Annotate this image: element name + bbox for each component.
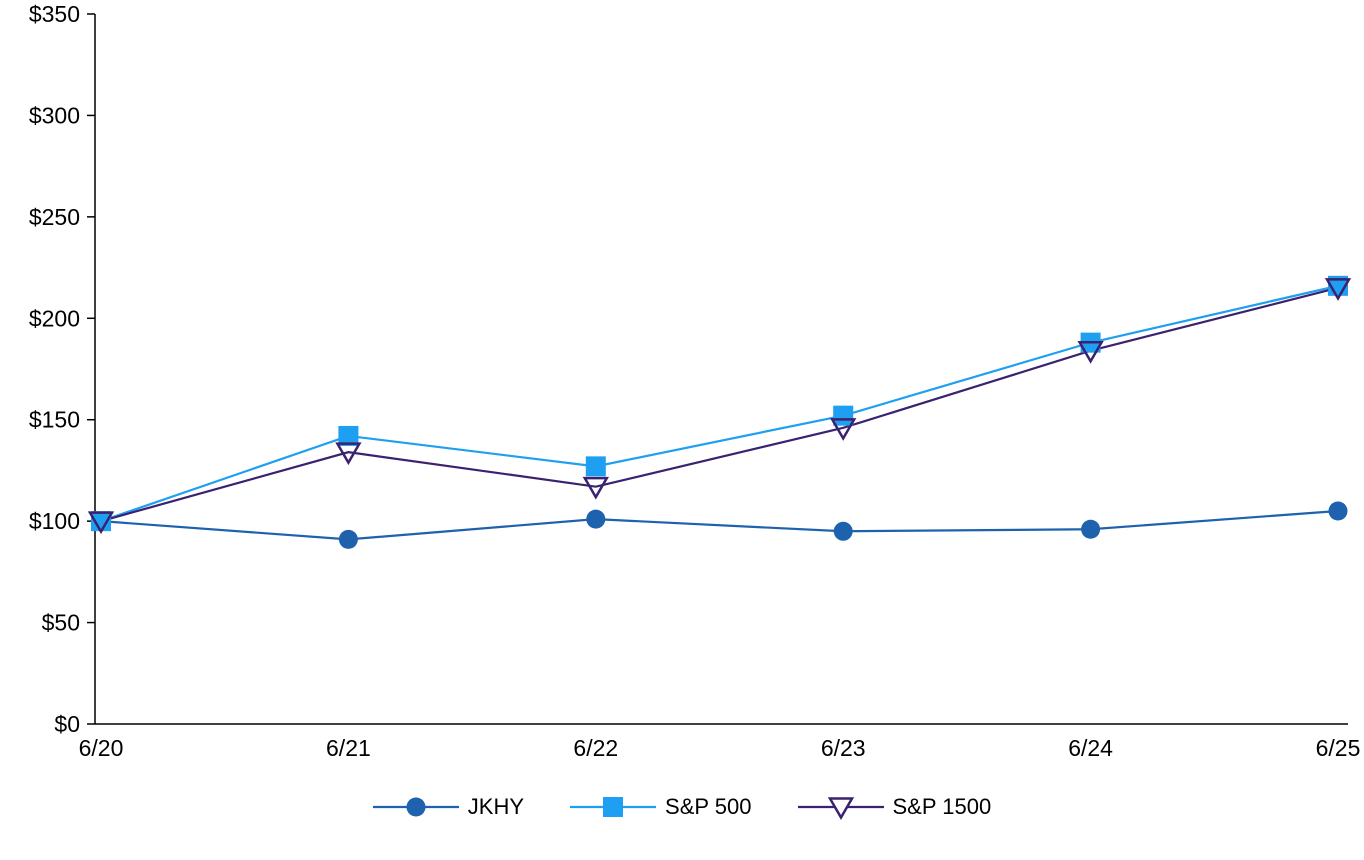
circle-marker-icon	[586, 509, 606, 529]
circle-marker-icon	[833, 521, 853, 541]
triangle-down-marker-icon	[830, 418, 857, 441]
legend-label: JKHY	[467, 794, 525, 819]
y-axis-label: $0	[54, 711, 80, 737]
legend-label: S&P 1500	[892, 794, 992, 819]
triangle-down-marker-icon	[582, 476, 609, 500]
x-axis-label: 6/22	[573, 735, 618, 761]
x-axis-label: 6/20	[79, 735, 124, 761]
triangle-down-hollow-legend-icon	[797, 797, 884, 820]
legend-item-s-p-500: S&P 500	[570, 793, 752, 821]
square-legend-icon	[570, 797, 657, 817]
triangle-down-marker-icon	[335, 442, 362, 466]
series-line	[100, 284, 1339, 523]
y-axis-label: $100	[29, 508, 80, 534]
y-axis-label: $350	[29, 1, 80, 27]
square-marker-icon	[585, 456, 606, 477]
x-axis-label: 6/24	[1068, 735, 1113, 761]
x-axis-label: 6/25	[1316, 735, 1361, 761]
circle-marker-icon	[1328, 501, 1348, 521]
series-line	[100, 286, 1339, 523]
triangle-down-marker-icon	[87, 511, 115, 535]
series-line	[100, 509, 1339, 541]
chart-canvas: $0 $50 $100 $150 $200 $250 $300 $350 6/20 6/21 6/2…	[29, 1, 1361, 761]
triangle-down-marker-icon	[827, 797, 854, 820]
triangle-down-marker-icon	[1324, 278, 1352, 301]
legend-item-s-p-1500: S&P 1500	[797, 793, 992, 821]
legend-item-jkhy: JKHY	[372, 793, 525, 821]
square-marker-icon	[338, 425, 359, 446]
square-marker-icon	[91, 511, 111, 532]
y-axis-label: $200	[29, 305, 80, 331]
square-marker-icon	[833, 405, 854, 426]
square-marker-icon	[603, 797, 624, 817]
legend-label: S&P 500	[665, 794, 752, 819]
circle-legend-icon	[372, 797, 459, 817]
circle-marker-icon	[406, 797, 426, 817]
circle-marker-icon	[1081, 519, 1101, 539]
y-axis-label: $300	[29, 102, 80, 128]
y-axis-label: $50	[42, 610, 80, 636]
y-axis-label: $150	[29, 407, 80, 433]
y-axis-label: $250	[29, 204, 80, 230]
chart-legend: JKHY S&P 500 S&P 1500	[0, 793, 1364, 821]
x-axis-label: 6/23	[821, 735, 866, 761]
x-axis-label: 6/21	[326, 735, 371, 761]
circle-marker-icon	[338, 529, 358, 549]
triangle-down-marker-icon	[1077, 340, 1104, 364]
